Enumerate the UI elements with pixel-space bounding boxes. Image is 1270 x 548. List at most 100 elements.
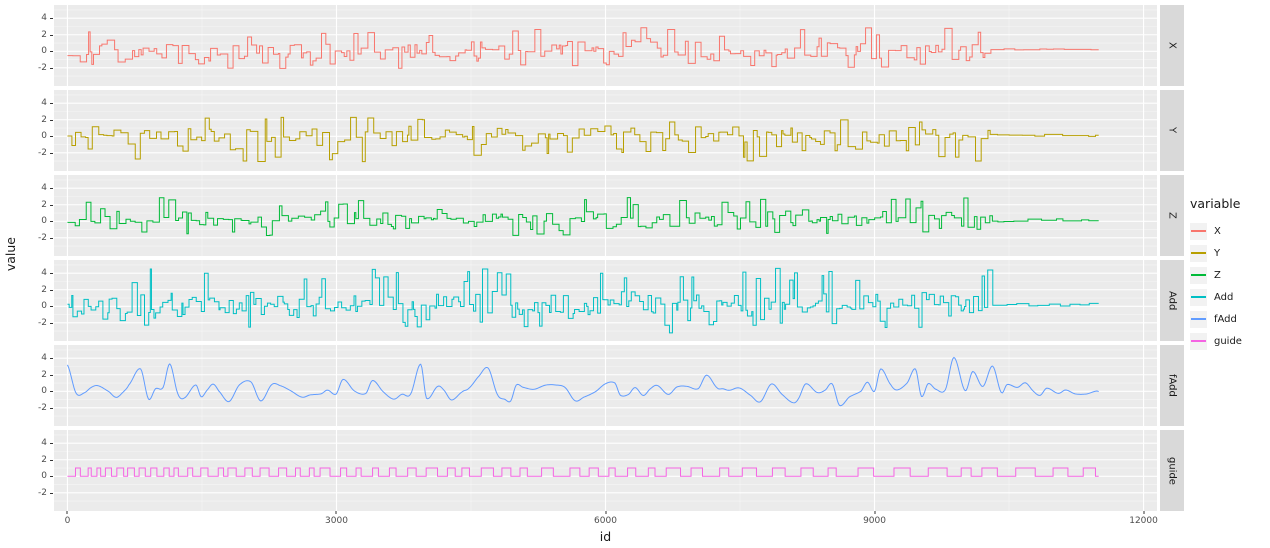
y-tick-mark xyxy=(50,18,53,19)
legend-label: guide xyxy=(1214,335,1242,347)
legend-title: variable xyxy=(1190,196,1241,211)
legend-key xyxy=(1190,332,1207,350)
x-axis-title: id xyxy=(599,529,612,544)
legend: variable X Y Z Add fAdd guide xyxy=(1184,0,1270,548)
x-tick-mark xyxy=(605,511,606,514)
facet-panel-guide xyxy=(54,430,1157,511)
y-tick-mark xyxy=(50,273,53,274)
facet-panel-fAdd xyxy=(54,345,1157,426)
legend-label: Add xyxy=(1214,291,1234,303)
legend-item-guide: guide xyxy=(1190,330,1270,352)
x-axis: 0 3000 6000 9000 12000 xyxy=(54,511,1158,529)
y-tick-mark xyxy=(50,221,53,222)
y-tick-mark xyxy=(50,188,53,189)
facet-plot-canvas xyxy=(54,345,1157,426)
facet-strip-label: guide xyxy=(1166,456,1178,485)
x-tick-mark xyxy=(66,511,68,514)
facet-row-fAdd: 4 2 0 -2 fAdd xyxy=(20,345,1184,426)
y-tick-mark xyxy=(50,205,53,206)
facet-panel-Add xyxy=(54,260,1157,341)
y-tick-label: -2 xyxy=(38,317,47,328)
facet-row-X: 4 2 0 -2 X xyxy=(20,5,1184,86)
y-tick-mark xyxy=(50,290,53,291)
y-tick-label: 0 xyxy=(41,471,47,482)
y-axis-ticks: 4 2 0 -2 xyxy=(20,90,54,171)
y-tick-mark xyxy=(50,493,53,494)
y-tick-mark xyxy=(50,323,53,324)
legend-label: Y xyxy=(1214,247,1221,259)
legend-key-line xyxy=(1191,274,1206,276)
x-tick-label: 6000 xyxy=(594,516,617,526)
line-series-Y xyxy=(67,117,1098,161)
y-tick-label: -2 xyxy=(38,147,47,158)
facet-rows: 4 2 0 -2 X 4 2 0 -2 Y 4 2 0 -2 Z 4 2 0 -2 Add xyxy=(20,5,1184,511)
facet-plot-canvas xyxy=(54,430,1157,511)
legend-items: X Y Z Add fAdd guide xyxy=(1190,220,1270,352)
y-tick-label: -2 xyxy=(38,232,47,243)
y-tick-mark xyxy=(50,153,53,154)
y-tick-label: 0 xyxy=(41,46,47,57)
legend-key-line xyxy=(1191,230,1206,232)
y-tick-mark xyxy=(50,443,53,444)
y-axis-ticks: 4 2 0 -2 xyxy=(20,345,54,426)
line-series-fAdd xyxy=(67,357,1098,405)
line-series-Add xyxy=(67,268,1098,333)
y-tick-label: 4 xyxy=(41,438,47,449)
facet-strip-X: X xyxy=(1160,5,1184,86)
x-tick-mark xyxy=(874,511,876,514)
facet-plot-canvas xyxy=(54,260,1157,341)
line-series-X xyxy=(67,28,1098,69)
facet-strip-label: Add xyxy=(1166,290,1178,311)
x-tick-label: 3000 xyxy=(325,516,348,526)
y-axis-ticks: 4 2 0 -2 xyxy=(20,175,54,256)
y-tick-label: -2 xyxy=(38,487,47,498)
legend-key-line xyxy=(1191,252,1206,254)
y-tick-label: 0 xyxy=(41,216,47,227)
facet-panel-Z xyxy=(54,175,1157,256)
legend-label: fAdd xyxy=(1214,313,1237,325)
facet-plot-canvas xyxy=(54,90,1157,171)
y-tick-mark xyxy=(50,476,53,477)
facet-plot-canvas xyxy=(54,175,1157,256)
y-tick-mark xyxy=(50,120,53,121)
y-tick-label: 4 xyxy=(41,353,47,364)
plot-area: 4 2 0 -2 X 4 2 0 -2 Y 4 2 0 -2 Z 4 2 0 -2 Add xyxy=(20,0,1184,548)
y-tick-label: 2 xyxy=(41,284,47,295)
facet-strip-fAdd: fAdd xyxy=(1160,345,1184,426)
y-tick-label: -2 xyxy=(38,402,47,413)
legend-key xyxy=(1190,266,1207,284)
facet-strip-label: Y xyxy=(1166,127,1178,134)
legend-key-line xyxy=(1191,296,1206,298)
y-tick-label: 0 xyxy=(41,386,47,397)
legend-key xyxy=(1190,244,1207,262)
y-tick-label: 0 xyxy=(41,301,47,312)
y-tick-label: 4 xyxy=(41,268,47,279)
facet-row-Add: 4 2 0 -2 Add xyxy=(20,260,1184,341)
y-tick-mark xyxy=(50,306,53,307)
y-tick-mark xyxy=(50,238,53,239)
legend-key xyxy=(1190,310,1207,328)
facet-strip-Add: Add xyxy=(1160,260,1184,341)
x-tick-label: 12000 xyxy=(1129,516,1158,526)
legend-key-line xyxy=(1191,318,1206,320)
y-tick-mark xyxy=(50,391,53,392)
facet-strip-Y: Y xyxy=(1160,90,1184,171)
legend-item-Add: Add xyxy=(1190,286,1270,308)
x-tick-mark xyxy=(1143,511,1145,514)
y-tick-mark xyxy=(50,51,53,52)
y-tick-label: 2 xyxy=(41,454,47,465)
legend-key xyxy=(1190,222,1207,240)
facet-strip-label: X xyxy=(1166,42,1178,49)
y-tick-mark xyxy=(50,136,53,137)
y-tick-label: 0 xyxy=(41,131,47,142)
legend-label: X xyxy=(1214,225,1221,237)
line-series-guide xyxy=(67,468,1098,476)
y-tick-label: 2 xyxy=(41,114,47,125)
y-tick-label: 2 xyxy=(41,29,47,40)
facet-panel-X xyxy=(54,5,1157,86)
x-tick-mark xyxy=(335,511,337,514)
y-axis-ticks: 4 2 0 -2 xyxy=(20,430,54,511)
y-axis-title-column: value xyxy=(0,0,20,548)
legend-item-Y: Y xyxy=(1190,242,1270,264)
